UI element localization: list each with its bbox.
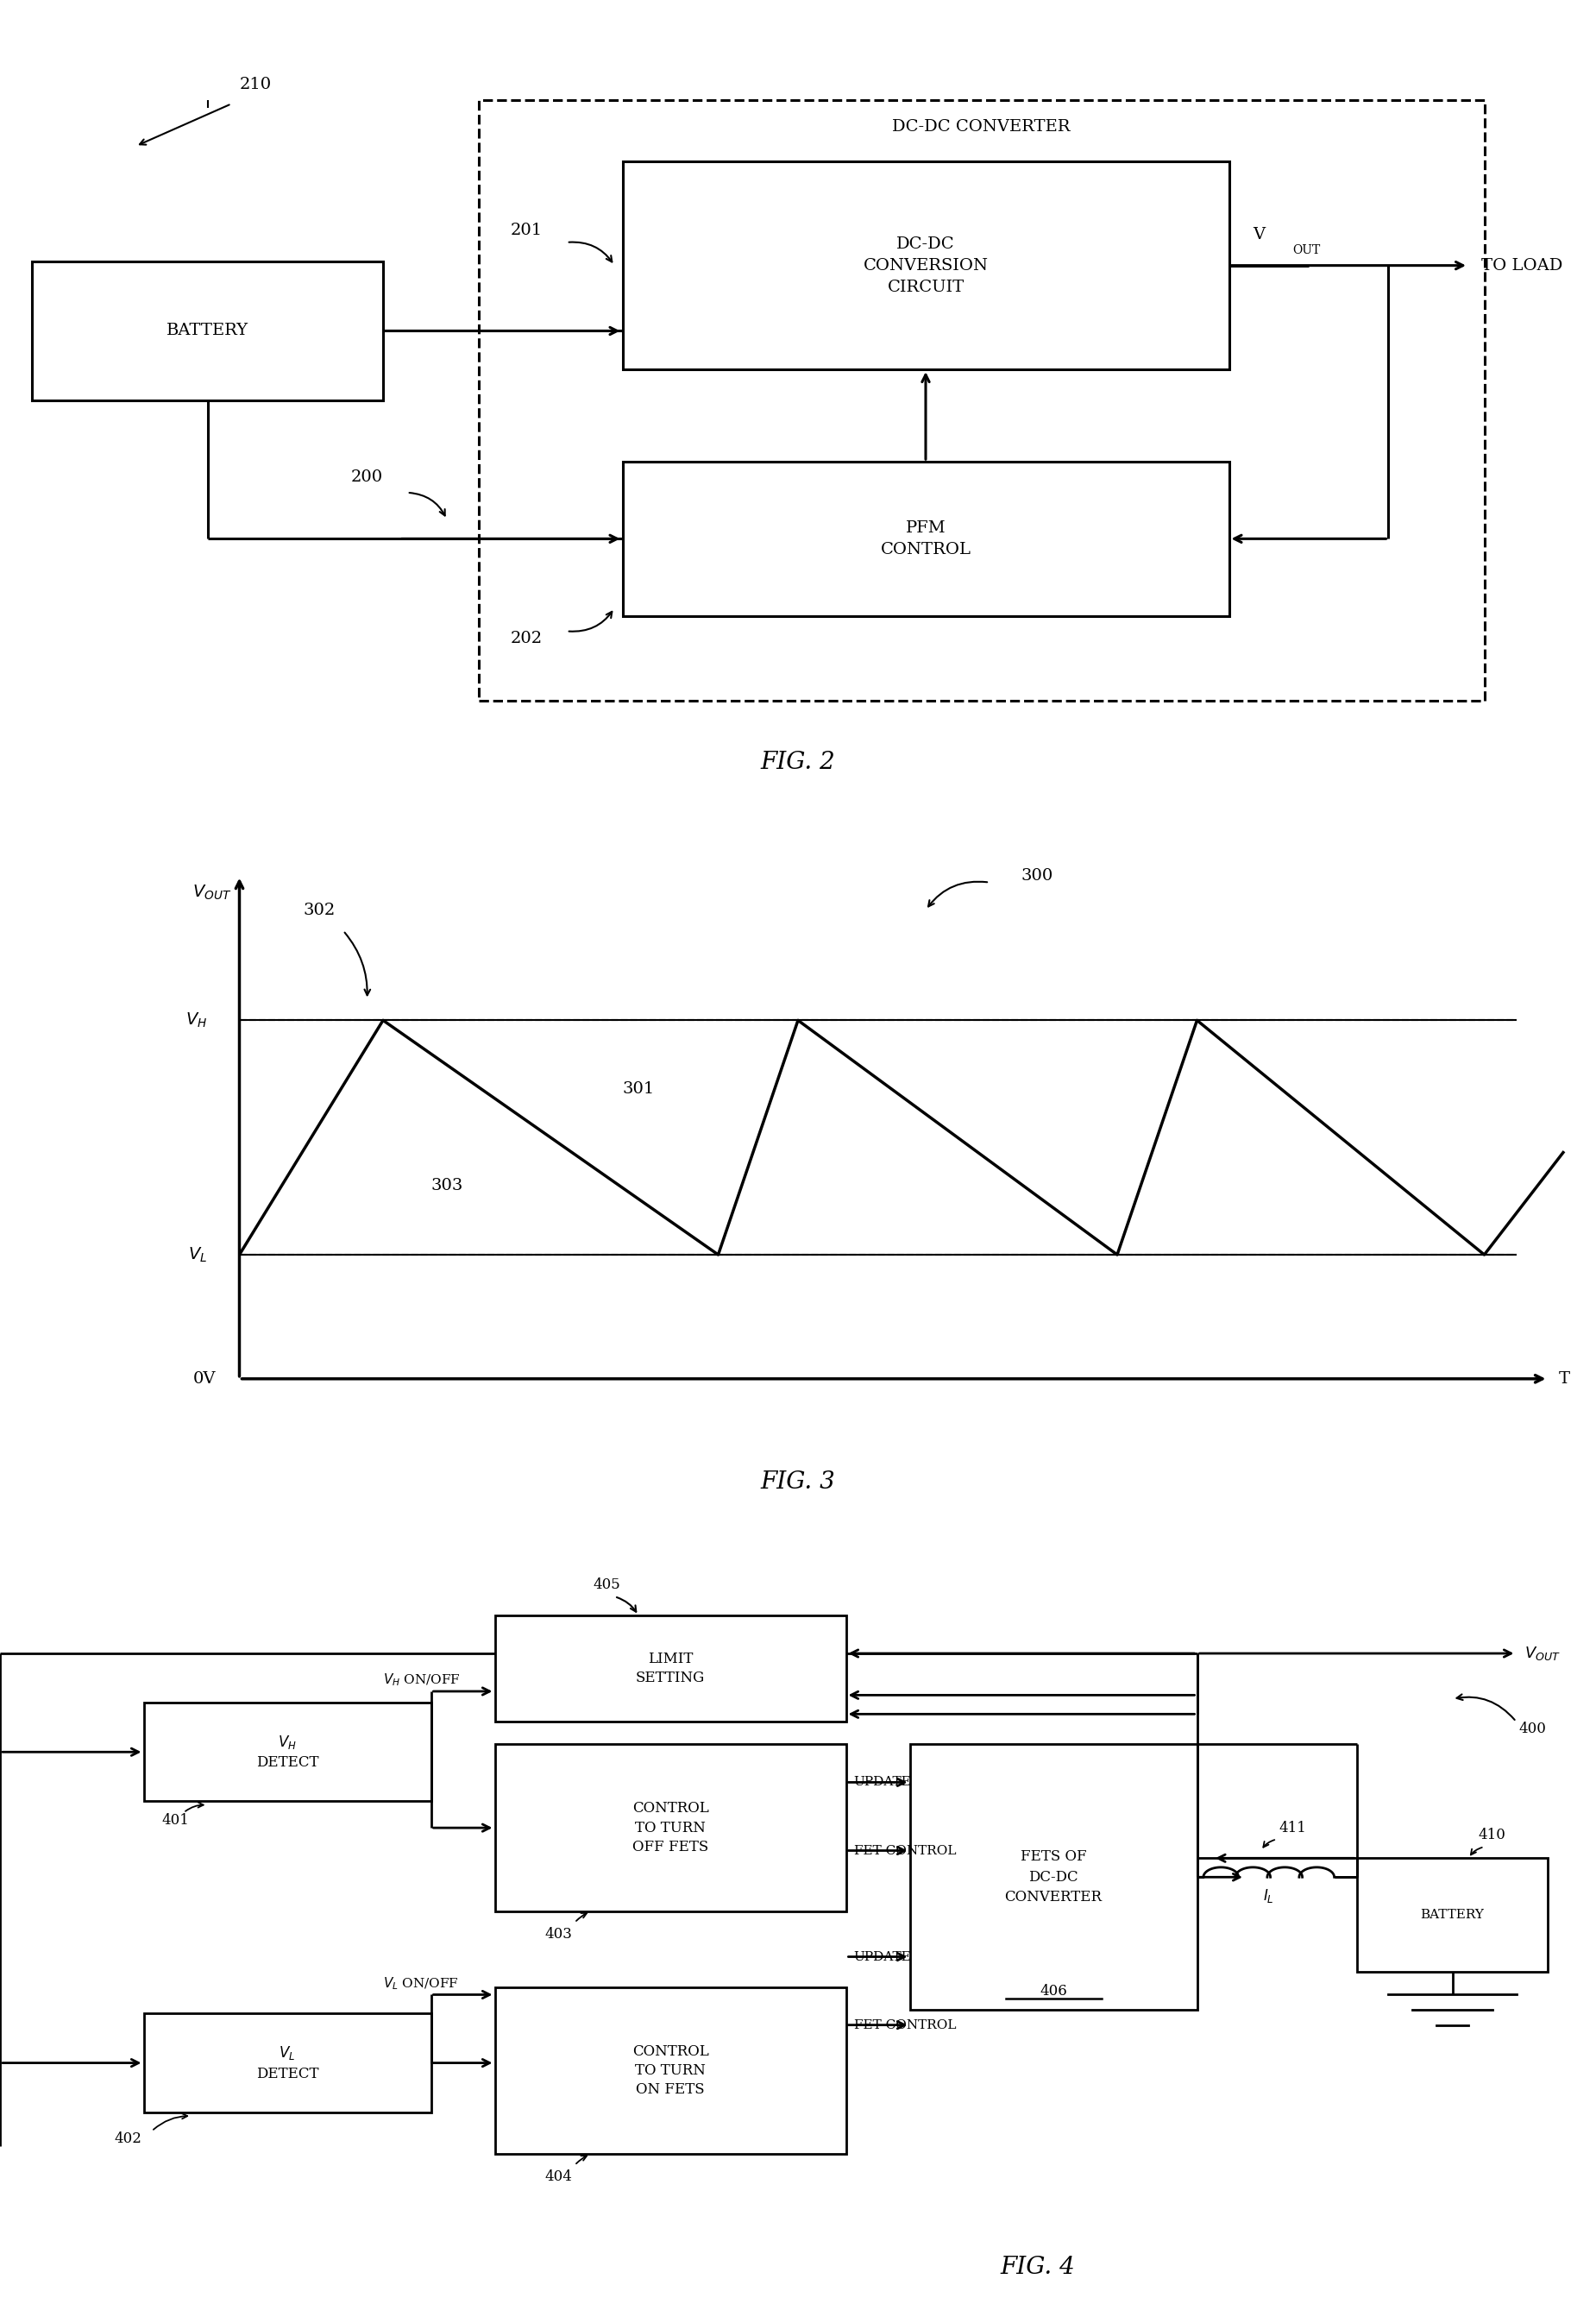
- Bar: [144, 1703, 431, 1802]
- Bar: [910, 1744, 1197, 2011]
- Text: $V_H$: $V_H$: [185, 1011, 207, 1030]
- Text: V: V: [1253, 228, 1266, 244]
- Bar: [622, 161, 1229, 370]
- Text: 202: 202: [511, 632, 543, 646]
- Text: T: T: [1558, 1372, 1570, 1386]
- Text: LIMIT
SETTING: LIMIT SETTING: [635, 1652, 705, 1684]
- Text: 411: 411: [1278, 1820, 1307, 1836]
- Text: FET CONTROL: FET CONTROL: [854, 1845, 956, 1857]
- Bar: [622, 462, 1229, 616]
- Text: UPDATE: UPDATE: [854, 1951, 911, 1962]
- Text: FIG. 4: FIG. 4: [1001, 2257, 1074, 2280]
- Text: 200: 200: [351, 469, 383, 485]
- Text: $I_L$: $I_L$: [1264, 1887, 1274, 1905]
- Text: $V_{OUT}$: $V_{OUT}$: [193, 885, 231, 901]
- Text: 303: 303: [431, 1179, 463, 1193]
- Bar: [144, 2013, 431, 2112]
- Bar: [32, 262, 383, 400]
- Text: $V_L$ ON/OFF: $V_L$ ON/OFF: [383, 1976, 458, 1992]
- Text: 402: 402: [113, 2133, 142, 2146]
- Text: BATTERY: BATTERY: [166, 324, 249, 338]
- Text: PFM
CONTROL: PFM CONTROL: [881, 519, 970, 558]
- Text: 404: 404: [544, 2169, 573, 2183]
- Text: 410: 410: [1478, 1829, 1507, 1843]
- Text: DC-DC CONVERTER: DC-DC CONVERTER: [892, 119, 1071, 136]
- Text: $V_{OUT}$: $V_{OUT}$: [1524, 1645, 1561, 1661]
- Text: 201: 201: [511, 223, 543, 239]
- Text: 300: 300: [1021, 869, 1053, 882]
- Text: 406: 406: [1039, 1983, 1068, 1999]
- Text: UPDATE: UPDATE: [854, 1776, 911, 1788]
- Text: CONTROL
TO TURN
ON FETS: CONTROL TO TURN ON FETS: [632, 2043, 709, 2098]
- Text: 401: 401: [161, 1813, 190, 1827]
- Text: DC-DC
CONVERSION
CIRCUIT: DC-DC CONVERSION CIRCUIT: [863, 237, 988, 294]
- Text: $V_L$
DETECT: $V_L$ DETECT: [255, 2045, 319, 2082]
- Bar: [495, 1988, 846, 2153]
- Bar: [479, 101, 1484, 701]
- Text: OUT: OUT: [1293, 244, 1320, 255]
- Text: CONTROL
TO TURN
OFF FETS: CONTROL TO TURN OFF FETS: [632, 1802, 709, 1854]
- Text: 405: 405: [592, 1579, 621, 1593]
- Bar: [495, 1615, 846, 1721]
- Text: TO LOAD: TO LOAD: [1481, 257, 1562, 273]
- Text: $V_H$ ON/OFF: $V_H$ ON/OFF: [383, 1673, 460, 1689]
- Text: FIG. 3: FIG. 3: [761, 1471, 835, 1494]
- Text: 403: 403: [544, 1926, 573, 1942]
- Text: $V_H$
DETECT: $V_H$ DETECT: [255, 1733, 319, 1769]
- Text: FIG. 2: FIG. 2: [761, 751, 835, 774]
- Text: BATTERY: BATTERY: [1420, 1910, 1484, 1921]
- Bar: [495, 1744, 846, 1912]
- Text: 301: 301: [622, 1082, 654, 1096]
- Text: $V_L$: $V_L$: [188, 1246, 207, 1264]
- Text: FETS OF
DC-DC
CONVERTER: FETS OF DC-DC CONVERTER: [1004, 1850, 1103, 1905]
- Text: 302: 302: [303, 903, 335, 917]
- Text: FET CONTROL: FET CONTROL: [854, 2020, 956, 2031]
- Text: 400: 400: [1518, 1721, 1547, 1737]
- Text: 0V: 0V: [193, 1372, 215, 1386]
- Bar: [1357, 1859, 1548, 1972]
- Text: 210: 210: [239, 76, 271, 92]
